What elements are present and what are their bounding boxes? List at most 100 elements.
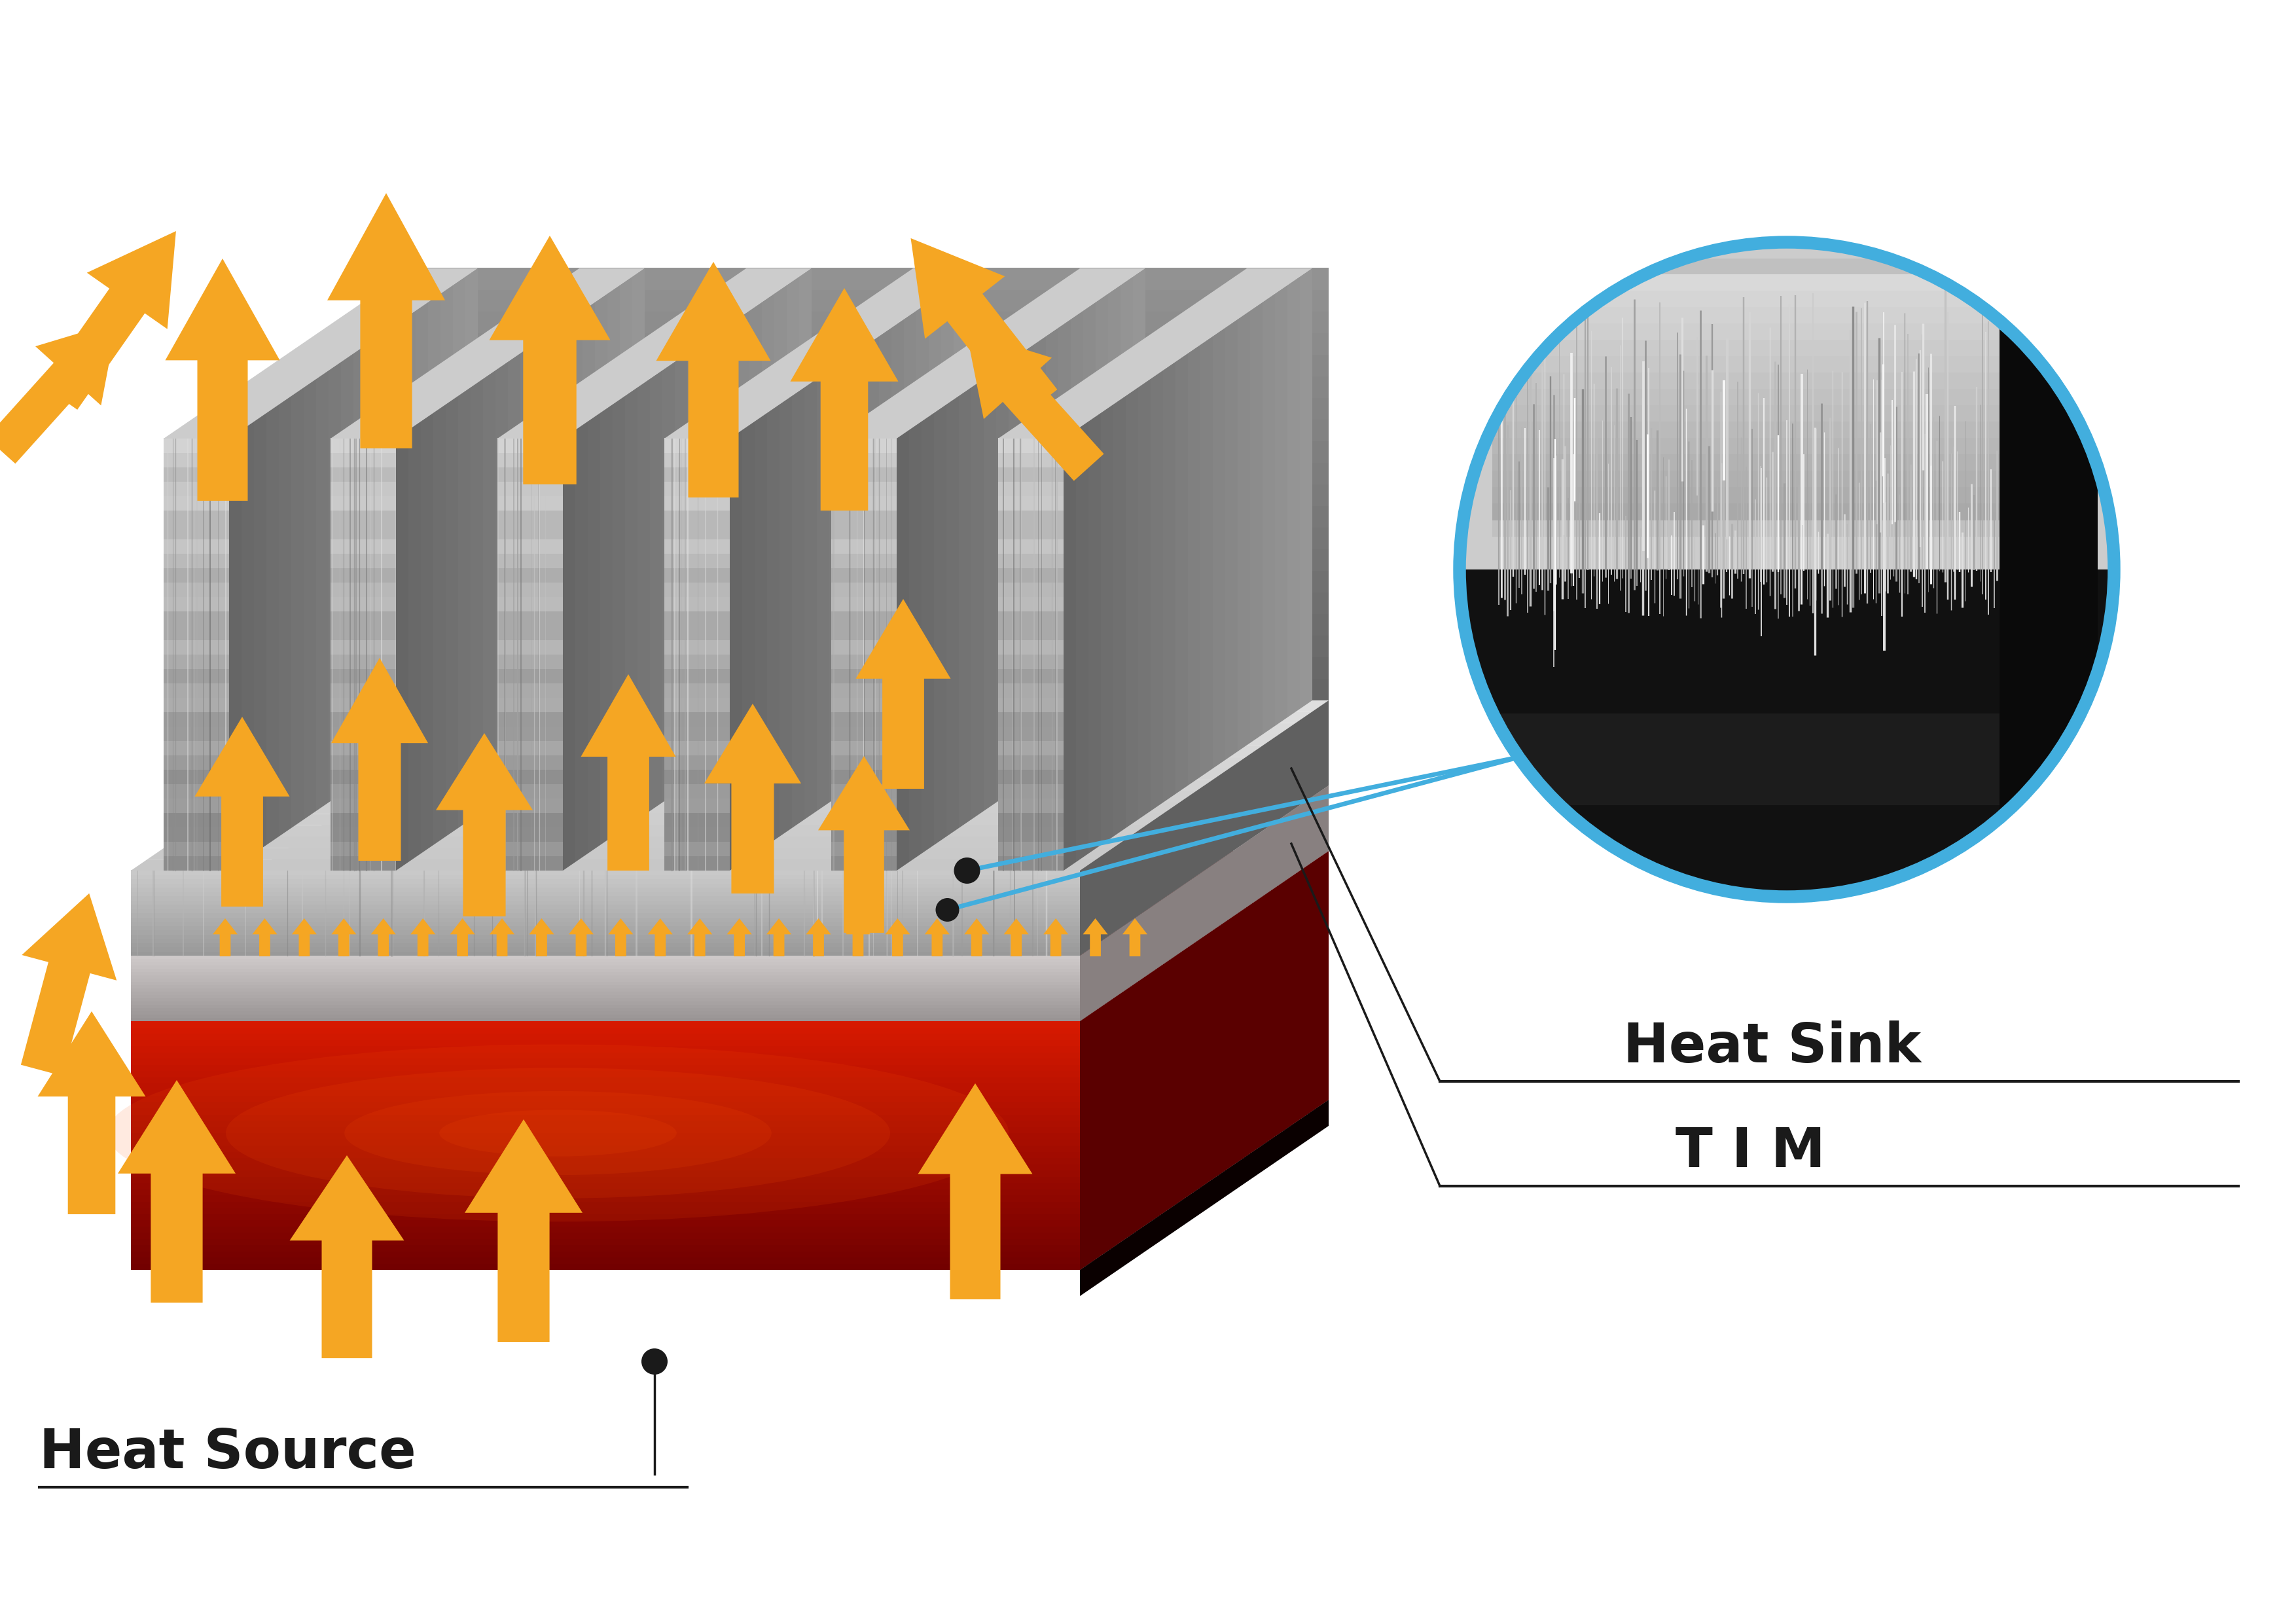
Polygon shape	[964, 918, 990, 957]
Bar	[131, 913, 1079, 918]
Polygon shape	[1033, 336, 1047, 776]
Ellipse shape	[439, 1109, 677, 1156]
Polygon shape	[292, 388, 303, 828]
Polygon shape	[996, 362, 1008, 802]
Bar	[331, 711, 395, 726]
Bar	[831, 554, 898, 568]
Bar	[498, 453, 563, 468]
Bar	[131, 895, 1079, 900]
Bar	[131, 1108, 1079, 1114]
Bar	[331, 812, 395, 827]
Bar	[131, 1121, 1079, 1127]
Bar	[664, 640, 730, 654]
Bar	[331, 654, 395, 669]
Bar	[498, 856, 563, 870]
Bar	[999, 453, 1063, 468]
Bar	[831, 539, 898, 554]
Polygon shape	[241, 422, 255, 862]
Polygon shape	[156, 996, 1118, 1004]
Polygon shape	[971, 378, 983, 820]
Polygon shape	[243, 935, 1205, 945]
Bar	[163, 770, 230, 784]
Polygon shape	[331, 268, 645, 438]
Polygon shape	[427, 294, 441, 734]
Polygon shape	[441, 286, 452, 726]
Bar	[1492, 713, 2080, 806]
Bar	[498, 755, 563, 770]
Bar	[331, 797, 395, 814]
Bar	[664, 770, 730, 784]
Polygon shape	[742, 422, 755, 862]
Polygon shape	[1187, 344, 1201, 786]
Polygon shape	[620, 276, 631, 718]
Bar	[131, 1114, 1079, 1121]
Bar	[664, 654, 730, 669]
Bar	[914, 268, 978, 700]
Ellipse shape	[344, 1091, 771, 1176]
Polygon shape	[305, 893, 1267, 901]
Bar	[131, 939, 1079, 944]
Bar	[131, 1007, 1079, 1012]
Polygon shape	[1095, 294, 1109, 734]
Bar	[831, 567, 898, 583]
Bar	[131, 1263, 1079, 1270]
Bar	[831, 495, 898, 510]
Polygon shape	[916, 302, 930, 742]
Bar	[579, 268, 645, 700]
Bar	[131, 1138, 1079, 1145]
Bar	[498, 554, 563, 568]
Bar	[131, 916, 1079, 922]
Polygon shape	[1300, 268, 1313, 710]
Polygon shape	[356, 859, 1316, 867]
Bar	[999, 827, 1063, 841]
Bar	[163, 697, 230, 713]
Bar	[498, 640, 563, 654]
Bar	[664, 711, 730, 726]
Bar	[664, 554, 730, 568]
Polygon shape	[131, 1099, 1329, 1270]
Polygon shape	[367, 851, 1329, 859]
Polygon shape	[165, 258, 280, 500]
Bar	[831, 510, 898, 525]
Polygon shape	[521, 344, 533, 786]
Polygon shape	[1263, 294, 1274, 734]
Bar	[999, 539, 1063, 554]
Bar	[999, 726, 1063, 741]
Bar	[413, 268, 478, 700]
Bar	[131, 1020, 1079, 1028]
Bar	[131, 1200, 1079, 1208]
Bar	[131, 1046, 1079, 1052]
Polygon shape	[790, 287, 898, 510]
Bar	[664, 495, 730, 510]
Bar	[163, 755, 230, 770]
Bar	[131, 1052, 1079, 1059]
Polygon shape	[845, 918, 870, 957]
Bar	[1492, 404, 2080, 422]
Polygon shape	[1022, 344, 1033, 786]
Polygon shape	[700, 336, 712, 776]
Bar	[163, 797, 230, 814]
Polygon shape	[1070, 310, 1084, 752]
Polygon shape	[218, 953, 1180, 961]
Bar	[131, 879, 1079, 883]
Polygon shape	[390, 320, 404, 760]
Bar	[498, 697, 563, 713]
Polygon shape	[664, 268, 978, 438]
Polygon shape	[331, 809, 1295, 820]
Bar	[131, 1070, 1079, 1077]
Bar	[664, 783, 730, 799]
Polygon shape	[1063, 430, 1077, 870]
Polygon shape	[866, 336, 879, 776]
Polygon shape	[420, 412, 434, 854]
Bar	[331, 682, 395, 698]
Polygon shape	[755, 412, 767, 854]
Bar	[331, 466, 395, 482]
Polygon shape	[748, 302, 762, 742]
Bar	[664, 567, 730, 583]
Polygon shape	[1132, 268, 1146, 710]
Polygon shape	[967, 331, 1104, 481]
Bar	[331, 510, 395, 525]
Polygon shape	[312, 820, 1279, 831]
Polygon shape	[264, 768, 1228, 780]
Bar	[999, 755, 1063, 770]
